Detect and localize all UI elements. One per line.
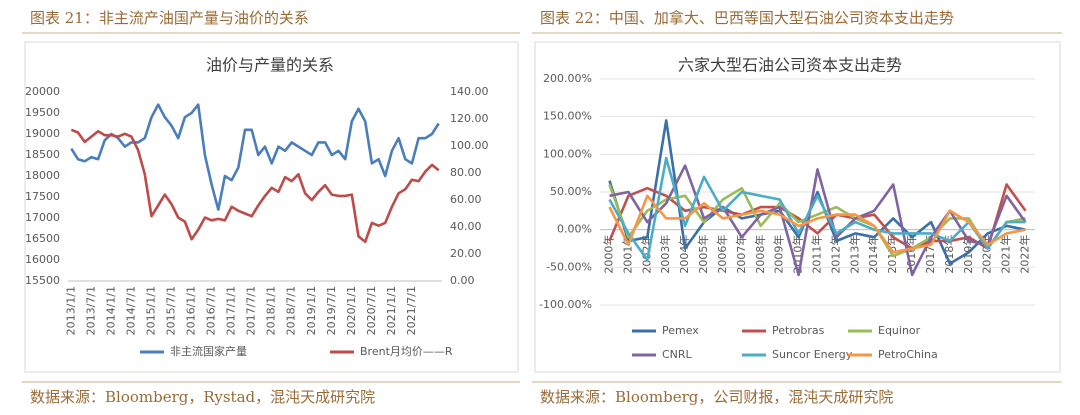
y-tick-label: -50.00% (546, 260, 592, 273)
x-tick-label: 2022年 (1018, 235, 1032, 274)
legend-label: Suncor Energy (772, 348, 853, 361)
x-tick-label: 2012年 (828, 235, 842, 274)
caption: 图表 22：中国、加拿大、巴西等国大型石油公司资本支出走势 (540, 9, 954, 27)
y-tick-label: 100.00% (543, 147, 592, 160)
x-tick-label: 2018/1/1 (265, 286, 278, 335)
legend-label: Brent月均价——R (360, 345, 453, 358)
y-tick-label: 18000 (25, 169, 60, 182)
series-line (608, 156, 1026, 262)
x-tick-label: 2017/7/1 (245, 286, 258, 335)
x-tick-label: 2021年 (999, 235, 1013, 274)
legend-label: CNRL (662, 348, 693, 361)
chart-title: 油价与产量的关系 (206, 56, 334, 75)
y2-tick-label: 100.00 (450, 139, 489, 152)
x-tick-label: 2015/1/1 (144, 286, 157, 335)
y-tick-label: 16000 (25, 253, 60, 266)
x-tick-label: 2009年 (772, 235, 786, 274)
y-tick-label: 17000 (25, 211, 60, 224)
y-tick-label: 50.00% (550, 185, 592, 198)
x-tick-label: 2000年 (601, 235, 615, 274)
series-line (608, 194, 1026, 254)
y2-tick-label: 40.00 (450, 220, 482, 233)
x-tick-label: 2003年 (658, 235, 672, 274)
x-tick-label: 2015/7/1 (165, 286, 178, 335)
chart-frame (24, 41, 519, 373)
y2-tick-label: 60.00 (450, 193, 482, 206)
y-tick-label: 20000 (25, 85, 60, 98)
x-tick-label: 2016/7/1 (205, 286, 218, 335)
x-tick-label: 2013年 (847, 235, 861, 274)
series-line (608, 184, 1026, 258)
y-tick-label: 0.00% (557, 223, 592, 236)
source: 数据来源：Bloomberg，公司财报，混沌天成研究院 (540, 388, 893, 406)
y2-tick-label: 0.00 (450, 274, 475, 287)
x-tick-label: 2011年 (810, 235, 824, 274)
y-tick-label: 200.00% (543, 72, 592, 85)
y-tick-label: 18500 (25, 148, 60, 161)
chart-title: 六家大型石油公司资本支出走势 (678, 56, 902, 75)
x-tick-label: 2014年 (866, 235, 880, 274)
x-tick-label: 2016/1/1 (185, 286, 198, 335)
series-line (70, 103, 440, 211)
x-tick-label: 2021/7/1 (405, 286, 418, 335)
x-tick-label: 2018/7/1 (285, 286, 298, 335)
x-tick-label: 2008年 (753, 235, 767, 274)
x-tick-label: 2014/1/1 (104, 286, 117, 335)
y-tick-label: 16500 (25, 232, 60, 245)
source: 数据来源：Bloomberg，Rystad，混沌天成研究院 (30, 388, 375, 406)
x-tick-label: 2018年 (942, 235, 956, 274)
x-tick-label: 2020/7/1 (365, 286, 378, 335)
x-tick-label: 2001年 (620, 235, 634, 274)
y-tick-label: -100.00% (539, 298, 592, 311)
x-tick-label: 2019/7/1 (325, 286, 338, 335)
x-tick-label: 2005年 (696, 235, 710, 274)
x-tick-label: 2014/7/1 (124, 286, 137, 335)
legend-label: Pemex (662, 324, 699, 337)
legend-label: Equinor (878, 324, 921, 337)
legend-label: Petrobras (772, 324, 825, 337)
series-line (70, 128, 440, 244)
x-tick-label: 2006年 (715, 235, 729, 274)
y2-tick-label: 120.00 (450, 112, 489, 125)
series-line (609, 164, 1027, 277)
legend-label: PetroChina (878, 348, 938, 361)
y-tick-label: 17500 (25, 190, 60, 203)
y2-tick-label: 140.00 (450, 85, 489, 98)
x-tick-label: 2013/1/1 (64, 286, 77, 335)
x-tick-label: 2021/1/1 (385, 286, 398, 335)
legend-label: 非主流国家产量 (170, 344, 247, 358)
y-tick-label: 19500 (25, 106, 60, 119)
caption: 图表 21：非主流产油国产量与油价的关系 (30, 9, 309, 27)
y-tick-label: 15500 (25, 274, 60, 287)
x-tick-label: 2007年 (734, 235, 748, 274)
y-tick-label: 150.00% (543, 110, 592, 123)
y-tick-label: 19000 (25, 127, 60, 140)
x-tick-label: 2020/1/1 (345, 286, 358, 335)
x-tick-label: 2019/1/1 (305, 286, 318, 335)
y2-tick-label: 80.00 (450, 166, 482, 179)
x-tick-label: 2013/7/1 (84, 286, 97, 335)
x-tick-label: 2017/1/1 (225, 286, 238, 335)
y2-tick-label: 20.00 (450, 247, 482, 260)
